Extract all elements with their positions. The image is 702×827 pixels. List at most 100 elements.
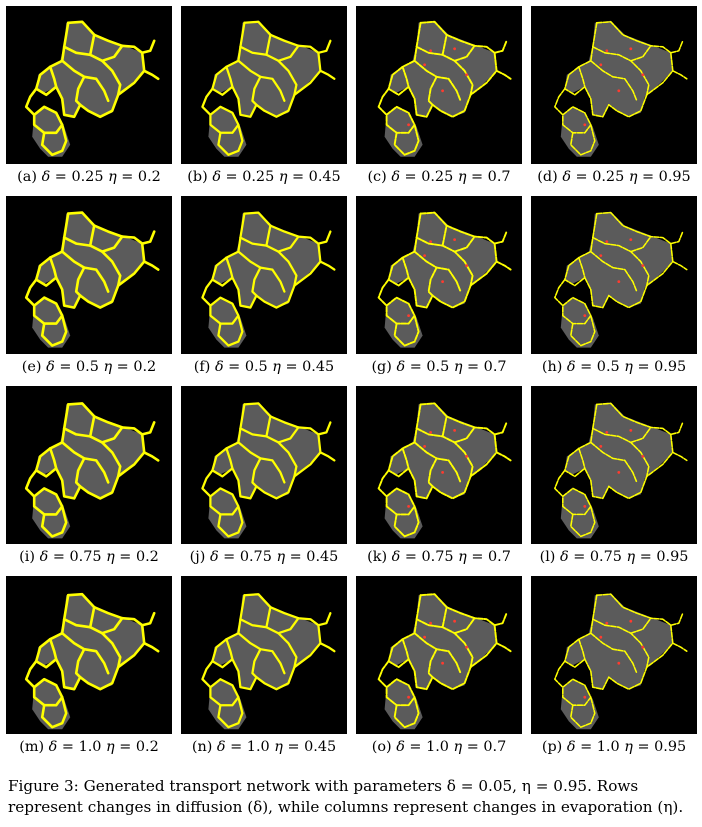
panel-caption: (l) δ = 0.75 η = 0.95: [539, 549, 689, 565]
network-edge: [74, 266, 86, 297]
panel-caption: (g) δ = 0.5 η = 0.7: [371, 359, 507, 375]
network-edge: [140, 39, 156, 55]
network-edge: [401, 256, 410, 279]
delta-symbol: δ: [391, 549, 401, 565]
network-edge: [578, 66, 586, 88]
network-edge: [40, 314, 68, 347]
network-edge: [453, 617, 476, 635]
network-node: [429, 431, 432, 434]
panel-caption: (o) δ = 1.0 η = 0.7: [371, 739, 507, 755]
eta-symbol: η: [628, 169, 638, 185]
network-edge: [562, 678, 592, 706]
network-node: [599, 63, 603, 67]
network-edge: [317, 612, 332, 627]
network-edge: [393, 505, 420, 538]
network-edge: [377, 660, 390, 689]
figure-panel: (f) δ = 0.5 η = 0.45: [181, 196, 347, 384]
eta-value: 0.45: [302, 359, 335, 375]
panel-caption: (d) δ = 0.25 η = 0.95: [537, 169, 691, 185]
panel-caption: (m) δ = 1.0 η = 0.2: [19, 739, 159, 755]
network-edge: [441, 415, 448, 438]
network-edge: [142, 69, 160, 81]
delta-symbol: δ: [46, 359, 55, 375]
network-edge: [377, 469, 390, 498]
network-edge: [562, 106, 592, 134]
eta-value: 0.45: [304, 739, 337, 755]
network-edge: [48, 447, 58, 470]
delta-value: 0.75: [589, 549, 622, 565]
network-edge: [140, 230, 156, 245]
network-node: [407, 695, 410, 699]
network-edge: [225, 256, 234, 279]
delta-symbol: δ: [212, 169, 221, 185]
panel-caption: (f) δ = 0.5 η = 0.45: [193, 359, 335, 375]
panel-caption: (k) δ = 0.75 η = 0.7: [367, 549, 511, 565]
network-node: [407, 505, 410, 508]
panel-image: [356, 576, 522, 734]
transport-network-image: [531, 196, 697, 354]
network-edge: [142, 451, 160, 462]
network-edge: [237, 441, 286, 484]
network-edge: [590, 441, 638, 484]
figure-panel: (i) δ = 0.75 η = 0.2: [6, 386, 172, 574]
panel-image: [6, 196, 172, 354]
network-edge: [209, 487, 240, 516]
panel-image: [6, 386, 172, 544]
delta-symbol: δ: [396, 739, 405, 755]
network-node: [617, 661, 621, 665]
network-edge: [243, 593, 322, 691]
network-edge: [590, 250, 638, 293]
eta-value: 0.2: [133, 359, 157, 375]
network-edge: [100, 426, 124, 444]
network-edge: [66, 592, 146, 691]
network-edge: [209, 105, 240, 134]
network-edge: [40, 695, 68, 729]
network-edge: [578, 447, 586, 470]
panel-image: [181, 576, 347, 734]
panel-label: (j): [189, 549, 206, 565]
network-edge: [74, 457, 86, 488]
network-node: [629, 238, 633, 241]
delta-value: 1.0: [426, 739, 449, 755]
panel-label: (b): [187, 169, 208, 185]
eta-value: 0.7: [488, 549, 511, 565]
network-edge: [277, 617, 300, 635]
eta-value: 0.7: [483, 739, 507, 755]
figure-panel: (m) δ = 1.0 η = 0.2: [6, 576, 172, 764]
network-edge: [225, 638, 234, 661]
network-node: [423, 254, 426, 257]
panel-label: (h): [541, 359, 563, 375]
network-edge: [60, 59, 110, 103]
transport-network-image: [6, 386, 172, 544]
network-node: [453, 238, 456, 241]
network-edge: [427, 75, 438, 106]
network-edge: [401, 65, 410, 88]
network-node: [429, 621, 432, 625]
network-edge: [140, 611, 156, 627]
eta-symbol: η: [457, 169, 467, 185]
delta-value: 0.5: [76, 359, 99, 375]
network-edge: [441, 224, 448, 247]
network-node: [641, 73, 645, 77]
network-edge: [66, 402, 146, 500]
network-edge: [441, 33, 448, 56]
network-edge: [237, 59, 286, 102]
network-node: [617, 280, 621, 283]
network-edge: [495, 642, 512, 653]
network-edge: [596, 21, 674, 118]
panel-caption: (p) δ = 1.0 η = 0.95: [541, 739, 687, 755]
network-edge: [570, 696, 596, 728]
network-edge: [48, 256, 58, 279]
network-edge: [60, 631, 110, 675]
figure-panel: (n) δ = 1.0 η = 0.45: [181, 576, 347, 764]
eta-value: 0.2: [135, 549, 159, 565]
network-node: [407, 123, 410, 127]
transport-network-image: [356, 6, 522, 164]
network-edge: [277, 235, 300, 253]
panel-label: (m): [19, 739, 45, 755]
network-edge: [413, 632, 462, 675]
network-edge: [393, 696, 420, 729]
eta-symbol: η: [453, 739, 463, 755]
eta-symbol: η: [624, 359, 633, 375]
network-edge: [419, 402, 498, 500]
